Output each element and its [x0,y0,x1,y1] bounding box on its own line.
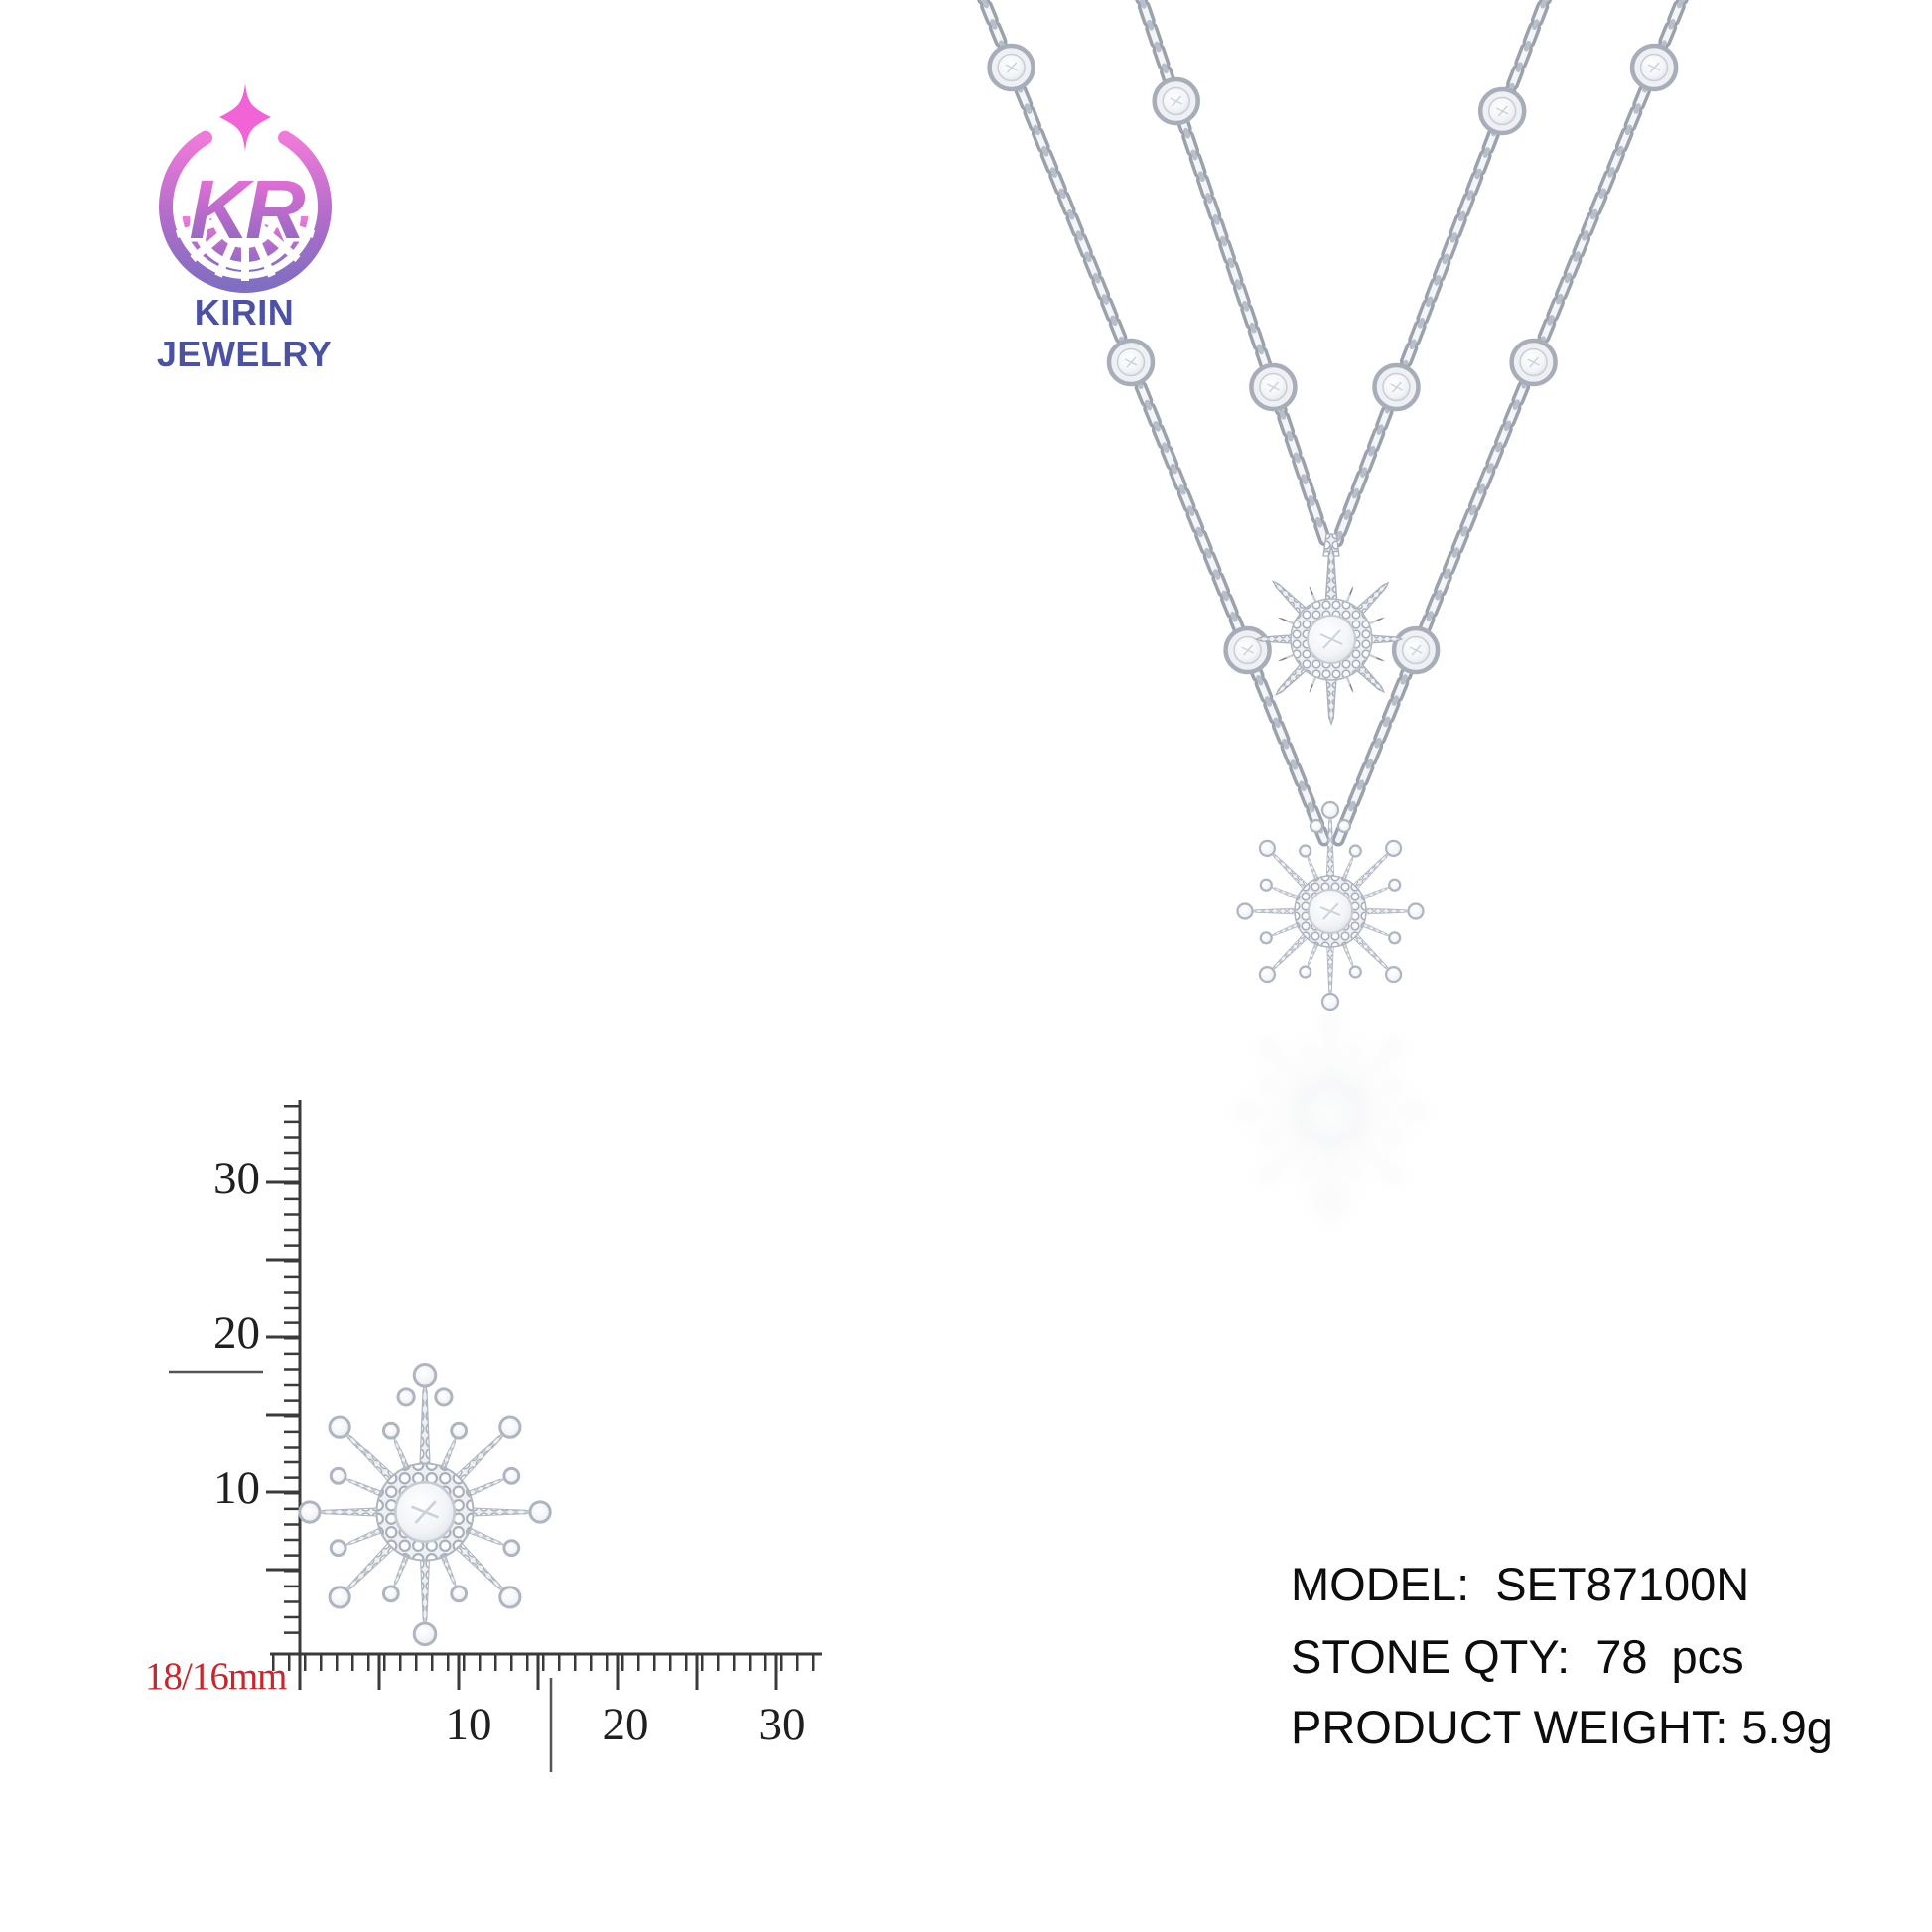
bezel-stone [1375,365,1419,409]
brand-wordmark: KIRIN JEWELRY [156,292,333,374]
dimension-label: 18/16mm [145,1655,288,1698]
logo-ring [159,130,332,293]
horizontal-ruler-label-20: 20 [602,1699,649,1750]
bezel-stone [1155,79,1198,123]
vertical-ruler-label-20: 20 [213,1308,260,1359]
bezel-stone [1226,628,1270,672]
logo-monogram: KR [189,163,306,256]
bezel-stone [1632,46,1676,89]
globe-icon [175,210,316,281]
bezel-stone [1109,341,1153,384]
weight-row: PRODUCT WEIGHT: 5.9g [1291,1704,1833,1750]
horizontal-ruler-label-30: 30 [759,1699,806,1750]
model-value: SET87100N [1495,1558,1750,1610]
pendant-reflection [1238,1014,1424,1221]
weight-value: 5.9g [1741,1701,1833,1753]
measurement-ruler [169,1100,822,1772]
model-row: MODEL: SET87100N [1291,1561,1749,1607]
chain-strand-outer-left [977,0,1331,847]
starburst-pendant [1256,534,1401,724]
snowflake-pendant [1238,802,1424,1010]
stone-qty-value: 78 [1595,1630,1648,1683]
bezel-stone [1480,89,1524,133]
vertical-ruler-label-30: 30 [213,1153,260,1204]
stone-qty-label: STONE QTY: [1291,1630,1571,1683]
bezel-stone [1512,341,1556,384]
stone-qty-row: STONE QTY: 78 pcs [1291,1633,1744,1680]
ruler-snowflake-pendant [300,1365,550,1645]
brand-logo: KR [159,83,332,293]
chain-strand-outer-right [1331,0,1689,847]
horizontal-ruler-label-10: 10 [445,1699,492,1750]
sparkle-icon [219,83,271,151]
necklace-chains [977,0,1689,847]
vertical-ruler-label-10: 10 [213,1462,260,1514]
model-label: MODEL: [1291,1558,1470,1610]
stone-qty-unit: pcs [1671,1630,1744,1683]
bezel-stone [1251,365,1295,409]
chain-strand-inner-right [1330,0,1553,548]
bezel-stone [1394,628,1438,672]
vertical-ruler [266,1100,302,1654]
bezel-stone [990,46,1034,89]
weight-label: PRODUCT WEIGHT: [1291,1701,1728,1753]
horizontal-ruler [270,1652,822,1690]
chain-strand-inner-left [1135,0,1332,548]
